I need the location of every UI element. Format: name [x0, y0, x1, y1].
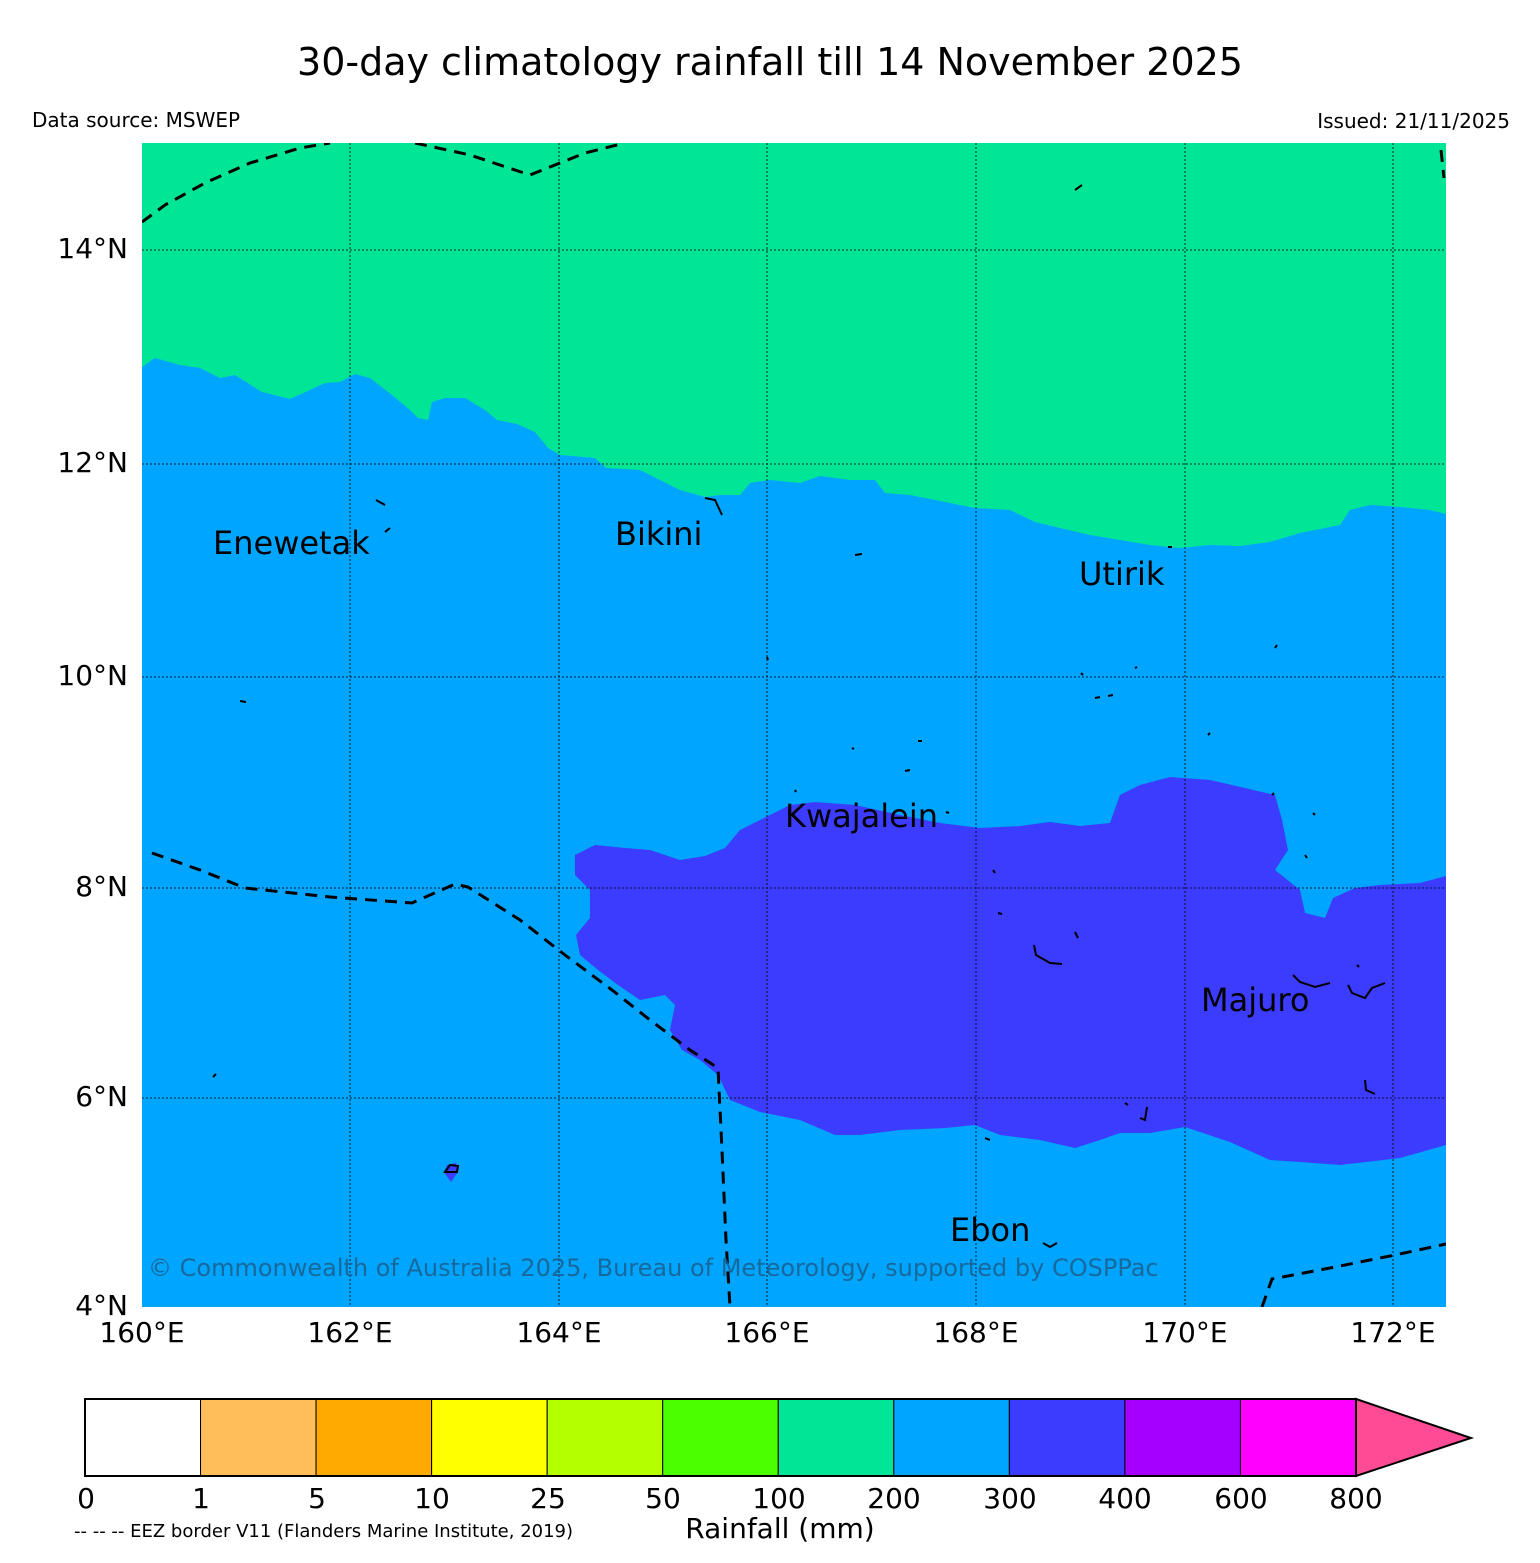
- colorbar-tick-1: 1: [192, 1482, 210, 1515]
- colorbar-tick-100: 100: [752, 1482, 806, 1515]
- graticule: [142, 143, 1446, 1307]
- issued-date-label: Issued: 21/11/2025: [1317, 109, 1510, 133]
- lon-label-166e: 166°E: [724, 1316, 810, 1349]
- place-label-kwajalein: Kwajalein: [785, 797, 939, 835]
- lon-label-168e: 168°E: [933, 1316, 1019, 1349]
- lat-label-14n: 14°N: [57, 232, 128, 265]
- colorbar-tick-800: 800: [1329, 1482, 1383, 1515]
- colorbar-title: Rainfall (mm): [685, 1512, 875, 1545]
- colorbar-tick-25: 25: [530, 1482, 566, 1515]
- lon-label-172e: 172°E: [1350, 1316, 1436, 1349]
- lat-label-12n: 12°N: [57, 446, 128, 479]
- eez-border-legend-note: -- -- -- EEZ border V11 (Flanders Marine…: [74, 1521, 574, 1542]
- zone-300-400: [575, 777, 1446, 1165]
- map-title: 30-day climatology rainfall till 14 Nove…: [297, 40, 1243, 84]
- place-label-bikini: Bikini: [615, 515, 703, 553]
- place-label-majuro: Majuro: [1201, 981, 1310, 1019]
- lat-label-8n: 8°N: [75, 870, 128, 903]
- place-label-enewetak: Enewetak: [213, 524, 370, 562]
- data-source-label: Data source: MSWEP: [32, 108, 241, 132]
- copyright-notice: © Commonwealth of Australia 2025, Bureau…: [148, 1254, 1159, 1282]
- colorbar-tick-600: 600: [1214, 1482, 1268, 1515]
- colorbar-tick-400: 400: [1098, 1482, 1152, 1515]
- colorbar-tick-5: 5: [308, 1482, 326, 1515]
- lat-label-6n: 6°N: [75, 1080, 128, 1113]
- colorbar-tick-10: 10: [414, 1482, 450, 1515]
- lon-label-170e: 170°E: [1142, 1316, 1228, 1349]
- lon-label-164e: 164°E: [516, 1316, 602, 1349]
- place-label-ebon: Ebon: [950, 1211, 1031, 1249]
- atolls: [212, 184, 1386, 1249]
- colorbar-tick-300: 300: [983, 1482, 1037, 1515]
- place-label-utirik: Utirik: [1079, 555, 1165, 593]
- colorbar-tick-0: 0: [77, 1482, 95, 1515]
- lon-label-160e: 160°E: [99, 1316, 185, 1349]
- colorbar-tick-50: 50: [645, 1482, 681, 1515]
- lat-label-10n: 10°N: [57, 659, 128, 692]
- colorbar-tick-200: 200: [867, 1482, 921, 1515]
- lat-label-4n: 4°N: [75, 1289, 128, 1322]
- lon-label-162e: 162°E: [307, 1316, 393, 1349]
- eez-border: [142, 143, 1446, 1307]
